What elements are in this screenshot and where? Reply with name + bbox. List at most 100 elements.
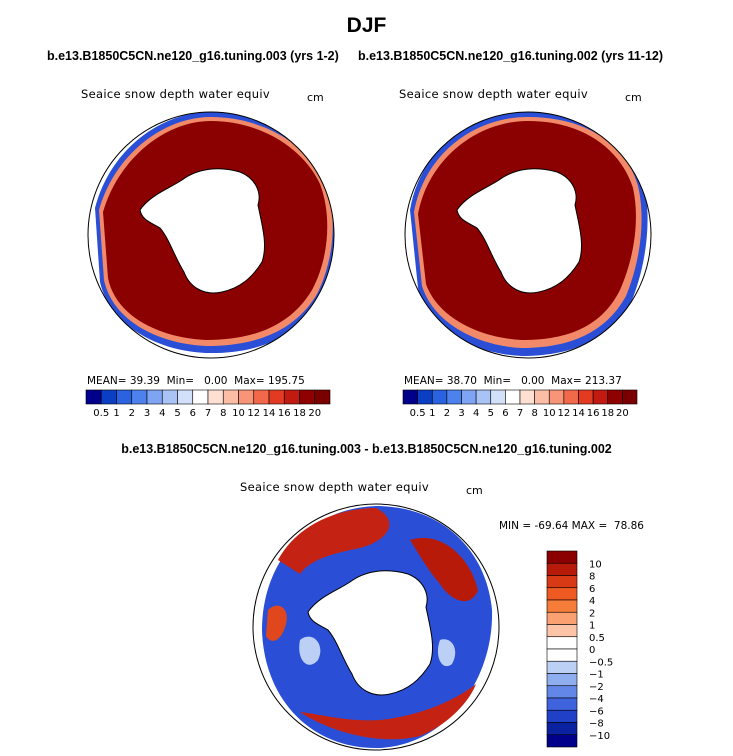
panel3-colorbar-tick: −10: [589, 731, 610, 742]
panel1-colorbar: 0.5 1 2 3 4 5 6 7 8 10 12 14 16 18 20: [85, 389, 331, 419]
panel1-antarctica: [139, 168, 265, 294]
panel1-colorbar-box: [268, 389, 285, 405]
panel2-colorbar-box: [490, 389, 506, 405]
panel1-units: cm: [307, 91, 324, 104]
panel2-colorbar-tick: 4: [473, 408, 479, 419]
panel2-colorbar-box: [461, 389, 477, 405]
panel3-colorbar-tick: −0.5: [589, 657, 613, 668]
panel3-colorbar-tick: 0: [589, 645, 595, 656]
panel2-colorbar-tick: 8: [531, 408, 537, 419]
panel2-colorbar-box: [519, 389, 535, 405]
panel3-colorbar-box: [546, 550, 578, 564]
panel1-colorbar-box: [116, 389, 133, 405]
panel1-colorbar-box: [100, 389, 117, 405]
panel1-colorbar-tick: 2: [129, 408, 135, 419]
panel3-colorbar-tick: 6: [589, 584, 595, 595]
panel3-colorbar-tick: −8: [589, 719, 604, 730]
panel3-title: Seaice snow depth water equiv: [240, 480, 429, 494]
panel3-colorbar-box: [546, 587, 578, 601]
panel1-colorbar-box: [222, 389, 239, 405]
panel3-range: MIN = -69.64 MAX = 78.86: [499, 520, 644, 532]
panel2-colorbar-tick: 6: [502, 408, 508, 419]
panel1-colorbar-box: [161, 389, 178, 405]
difference-title: b.e13.B1850C5CN.ne120_g16.tuning.003 - b…: [121, 442, 612, 456]
panel1-colorbar-tick: 14: [263, 408, 276, 419]
panel2-colorbar-tick: 12: [558, 408, 571, 419]
panel2-colorbar-box: [563, 389, 579, 405]
panel3-colorbar-box: [546, 685, 578, 699]
panel3-colorbar-box: [546, 697, 578, 711]
panel3-colorbar-box: [546, 709, 578, 723]
panel1-colorbar-tick: 10: [232, 408, 245, 419]
panel3-map: [252, 503, 500, 751]
panel2-colorbar-box: [578, 389, 594, 405]
panel1-colorbar-tick: 3: [144, 408, 150, 419]
figure-title: DJF: [346, 14, 387, 37]
panel2-stats: MEAN= 38.70 Min= 0.00 Max= 213.37: [404, 375, 622, 387]
panel1-colorbar-box: [238, 389, 255, 405]
panel3-colorbar-box: [546, 673, 578, 687]
panel1-colorbar-box: [131, 389, 148, 405]
panel3-units: cm: [466, 484, 483, 497]
panel1-stats: MEAN= 39.39 Min= 0.00 Max= 195.75: [87, 375, 305, 387]
panel2-colorbar: 0.5 1 2 3 4 5 6 7 8 10 12 14 16 18 20: [402, 389, 638, 419]
panel2-colorbar-tick: 18: [601, 408, 614, 419]
panel3-colorbar-box: [546, 734, 578, 748]
panel2-colorbar-box: [431, 389, 448, 405]
panel1-colorbar-tick: 8: [220, 408, 226, 419]
panel3-colorbar-box: [546, 636, 578, 650]
panel1-colorbar-tick: 0.5: [93, 408, 109, 419]
panel2-colorbar-box: [622, 389, 638, 405]
panel1-colorbar-tick: 6: [190, 408, 196, 419]
panel1-colorbar-box: [177, 389, 194, 405]
panel1-colorbar-box: [207, 389, 224, 405]
panel2-colorbar-box: [417, 389, 433, 405]
panel1-colorbar-tick: 12: [247, 408, 260, 419]
panel3-light-patches: [299, 636, 456, 667]
panel3-colorbar-box: [546, 722, 578, 736]
panel2-colorbar-box: [592, 389, 609, 405]
panel3-colorbar-tick: 4: [589, 596, 595, 607]
panel2-colorbar-tick: 20: [616, 408, 629, 419]
panel1-colorbar-box: [314, 389, 331, 405]
panel3-colorbar-tick: 8: [589, 572, 595, 583]
panel3-colorbar-box: [546, 624, 578, 638]
panel3-positive-north: [278, 508, 390, 574]
panel2-colorbar-tick: 0.5: [410, 408, 426, 419]
panel3-colorbar-tick: −1: [589, 670, 604, 681]
panel2-colorbar-box: [607, 389, 623, 405]
panel3-colorbar-box: [546, 575, 578, 589]
panel2-colorbar-box: [402, 389, 418, 405]
panel3-colorbar-tick: −2: [589, 682, 604, 693]
panel2-colorbar-tick: 2: [444, 408, 450, 419]
panel3-colorbar-box: [546, 648, 578, 662]
panel2-colorbar-box: [548, 389, 565, 405]
panel1-colorbar-box: [283, 389, 300, 405]
panel2-colorbar-box: [446, 389, 462, 405]
panel3-colorbar-box: [546, 562, 578, 576]
panel3-positive-south: [300, 684, 476, 740]
panel1-colorbar-box: [146, 389, 163, 405]
panel1-colorbar-tick: 18: [293, 408, 306, 419]
panel3-colorbar-box: [546, 599, 578, 613]
panel2-colorbar-tick: 7: [517, 408, 523, 419]
panel1-colorbar-tick: 1: [113, 408, 119, 419]
right-case-title: b.e13.B1850C5CN.ne120_g16.tuning.002 (yr…: [358, 49, 664, 63]
panel1-colorbar-tick: 16: [278, 408, 291, 419]
panel2-map: [404, 111, 652, 359]
panel1-colorbar-box: [299, 389, 316, 405]
panel2-colorbar-tick: 5: [488, 408, 494, 419]
panel3-positive-west: [266, 605, 287, 641]
panel1-colorbar-tick: 20: [308, 408, 321, 419]
panel1-colorbar-box: [85, 389, 102, 405]
panel3-colorbar-tick: 0.5: [589, 633, 605, 644]
left-case-title: b.e13.B1850C5CN.ne120_g16.tuning.003 (yr…: [47, 49, 339, 63]
panel1-colorbar-tick: 5: [174, 408, 180, 419]
panel2-colorbar-tick: 14: [572, 408, 585, 419]
panel3-colorbar-tick: 2: [589, 608, 595, 619]
panel1-colorbar-box: [192, 389, 209, 405]
panel2-title: Seaice snow depth water equiv: [399, 87, 588, 101]
panel2-colorbar-box: [475, 389, 492, 405]
panel1-colorbar-box: [253, 389, 270, 405]
